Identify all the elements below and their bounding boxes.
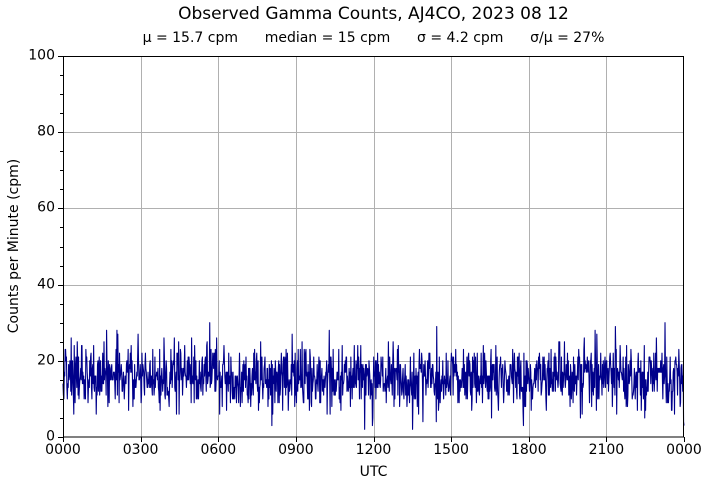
chart-stats-line: μ = 15.7 cpm median = 15 cpm σ = 4.2 cpm… [142, 30, 605, 46]
y-tick-label-60: 60 [37, 199, 55, 216]
x-tick-label-0900: 0900 [278, 442, 314, 458]
gridlines [63, 56, 684, 437]
x-tick-label-0000b: 0000 [666, 442, 702, 458]
y-tick-label-0: 0 [46, 428, 55, 445]
data-series-line [62, 322, 685, 430]
x-tick-label-0300: 0300 [122, 442, 159, 458]
x-tick-label-1500: 1500 [433, 442, 469, 458]
x-tick-label-0600: 0600 [200, 442, 237, 458]
x-tick-label-1800: 1800 [510, 442, 547, 458]
y-tick-label-80: 80 [37, 123, 55, 140]
plot-border [63, 56, 684, 438]
x-axis-label: UTC [359, 464, 388, 480]
chart-title: Observed Gamma Counts, AJ4CO, 2023 08 12 [178, 4, 569, 24]
y-tick-label-100: 100 [28, 47, 55, 64]
y-tick-label-20: 20 [37, 352, 55, 369]
axis-ticks [58, 56, 685, 442]
x-tick-label-1200: 1200 [355, 442, 392, 458]
y-axis-label: Counts per Minute (cpm) [6, 158, 22, 334]
y-tick-label-40: 40 [37, 276, 55, 293]
x-tick-label-0000a: 0000 [45, 442, 81, 458]
x-tick-label-2100: 2100 [588, 442, 625, 458]
